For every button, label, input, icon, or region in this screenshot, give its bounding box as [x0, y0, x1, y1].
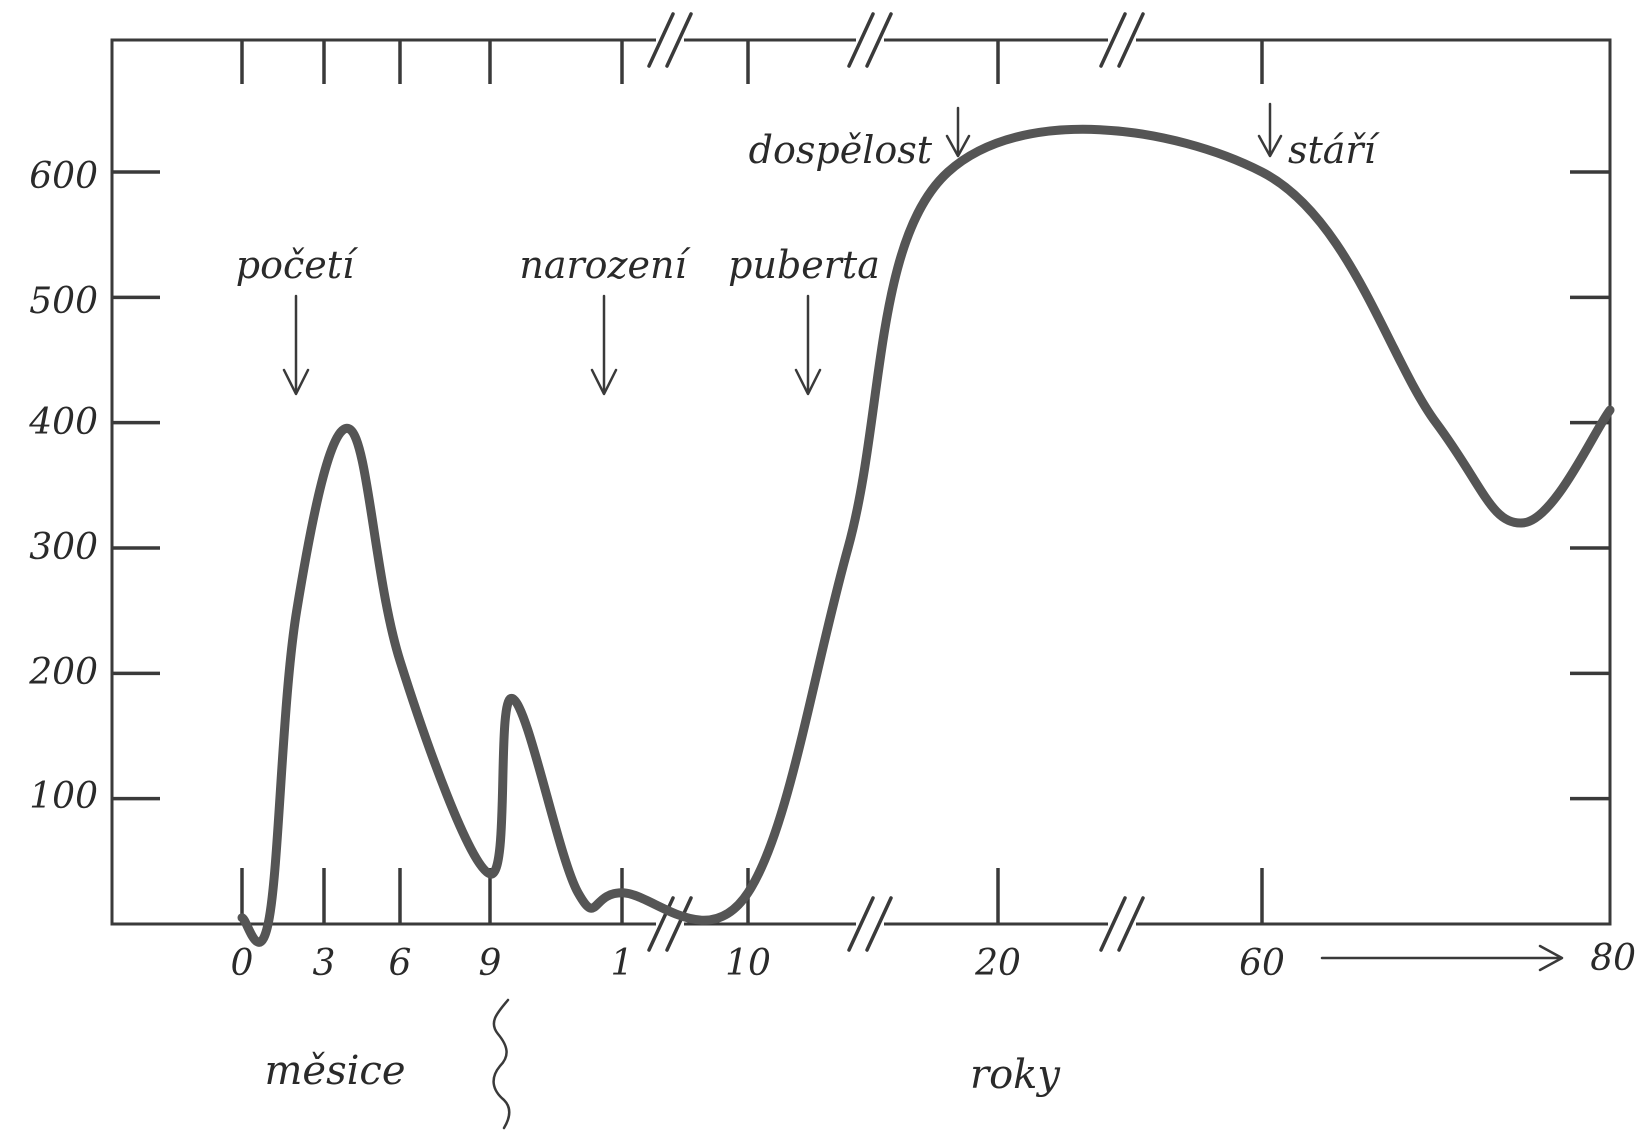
axis-break-mark-c-bottom-1: [1117, 896, 1145, 952]
y-tick-label-300: 300: [29, 527, 98, 568]
y-tick-label-100: 100: [29, 776, 98, 817]
x-tick-label-60: 60: [1239, 943, 1285, 984]
x-tick-label-80: 80: [1590, 938, 1636, 979]
annotation-birth: narození: [519, 243, 691, 396]
y-tick-label-600: 600: [29, 156, 98, 197]
annotation-puberty-label: puberta: [728, 243, 880, 287]
annotation-adulthood: dospělost: [749, 106, 971, 172]
x-tick-label-9: 9: [479, 943, 502, 984]
x-tick-label-6: 6: [389, 943, 412, 984]
axis-break-mark-a-top-0: [647, 12, 675, 68]
axis-break-mark-a-bottom-1: [665, 896, 693, 952]
annotation-puberty: puberta: [728, 243, 880, 396]
x-unit-label-months: měsice: [265, 1048, 406, 1094]
y-tick-label-500: 500: [29, 281, 98, 322]
months-years-separator: [492, 998, 511, 1130]
y-axis-ticks: [112, 170, 1610, 801]
axis-break-mark-b-top-0: [847, 12, 875, 68]
y-tick-label-200: 200: [28, 652, 98, 693]
annotation-old-age-label: stáří: [1288, 128, 1381, 172]
y-axis-labels: 600 500 400 300 200 100: [28, 156, 98, 817]
data-series-line: [237, 124, 1615, 947]
x-axis-labels: 0 3 6 9 1 10 20 60 80: [231, 938, 1636, 984]
x-tick-label-20: 20: [974, 943, 1021, 984]
axis-break-mark-c-bottom-0: [1099, 896, 1127, 952]
x-axis-ticks: [240, 40, 1264, 924]
axis-break-mark-b-bottom-1: [865, 896, 893, 952]
axis-break-mark-c-top-1: [1117, 12, 1145, 68]
annotation-old-age: stáří: [1257, 102, 1381, 172]
axis-break-mark-c-top-0: [1099, 12, 1127, 68]
annotation-conception-label: početí: [236, 243, 359, 287]
axis-breaks: [647, 12, 1145, 952]
y-tick-label-400: 400: [28, 402, 98, 443]
x-tick-label-3: 3: [313, 943, 336, 984]
x-unit-label-years: roky: [970, 1052, 1061, 1098]
axis-break-mark-a-top-1: [665, 12, 693, 68]
arrow-to-80: [1320, 944, 1564, 972]
annotation-adulthood-label: dospělost: [749, 128, 933, 172]
axis-break-mark-b-top-1: [865, 12, 893, 68]
x-tick-label-10: 10: [725, 943, 771, 984]
x-tick-label-0: 0: [231, 943, 254, 984]
annotation-conception: početí: [236, 243, 359, 396]
annotation-birth-label: narození: [519, 243, 691, 287]
axis-break-mark-b-bottom-0: [847, 896, 875, 952]
x-tick-label-1: 1: [611, 943, 634, 984]
